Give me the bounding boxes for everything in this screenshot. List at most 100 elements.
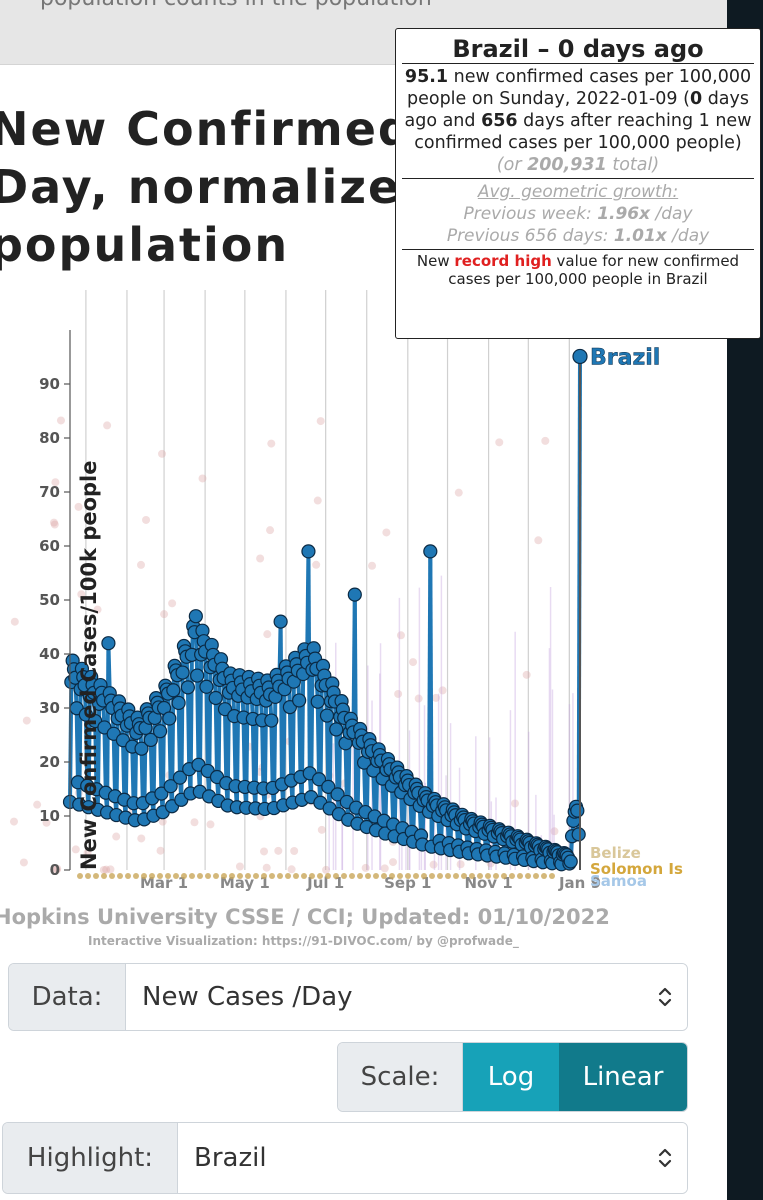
background-point: [368, 561, 377, 570]
background-point: [290, 847, 299, 856]
baseline-point: [293, 873, 299, 879]
background-point: [168, 599, 177, 608]
data-select[interactable]: New Cases /Day: [126, 964, 687, 1030]
tooltip-record: New record high value for new confirmed …: [396, 250, 760, 290]
series-label-other: Solomon Is: [590, 860, 683, 878]
tooltip-divider: [402, 178, 754, 179]
y-tick-label: 30: [39, 699, 60, 717]
background-point: [42, 818, 51, 827]
background-point: [137, 560, 146, 569]
highlight-select[interactable]: Brazil: [178, 1123, 687, 1193]
background-point: [256, 554, 265, 563]
background-point: [312, 560, 321, 569]
data-point: [311, 772, 327, 787]
data-point: [292, 693, 307, 708]
data-point: [175, 665, 190, 680]
data-point: [330, 787, 345, 802]
background-point: [438, 686, 447, 695]
background-point: [112, 832, 121, 841]
background-point: [361, 863, 370, 872]
background-point: [454, 488, 463, 497]
data-point: [101, 636, 116, 651]
background-point: [99, 865, 108, 874]
background-point: [263, 630, 272, 639]
growth-all-value: 1.01x: [613, 226, 667, 246]
baseline-point: [173, 873, 179, 879]
background-point: [160, 610, 169, 619]
background-point: [550, 827, 559, 836]
chevron-updown-icon: [658, 987, 672, 1007]
baseline-point: [133, 873, 139, 879]
series-label-other: Belize: [590, 844, 641, 862]
baseline-point: [349, 873, 355, 879]
background-point: [396, 631, 405, 640]
background-point: [235, 862, 244, 871]
highlight-label: Highlight:: [3, 1123, 178, 1193]
tooltip-days-ago: 0: [689, 89, 703, 109]
data-point: [310, 694, 325, 709]
background-point: [260, 847, 269, 856]
data-select-group: Data: New Cases /Day: [8, 963, 688, 1031]
series-label-other: Samoa: [590, 872, 647, 890]
credit-line: Hopkins University CSSE / CCI; Updated: …: [0, 905, 610, 929]
baseline-point: [85, 873, 91, 879]
data-point: [172, 770, 188, 785]
data-point: [347, 587, 362, 602]
baseline-point: [269, 873, 275, 879]
chart: 0 10 20 30 40 50 60 70 80 90 New Confirmed Cases/1…: [9, 290, 683, 892]
baseline-point: [381, 873, 387, 879]
y-tick-label: 90: [39, 375, 60, 393]
baseline-point: [245, 873, 251, 879]
baseline-point: [77, 873, 83, 879]
data-point: [180, 680, 195, 695]
baseline-point: [165, 873, 171, 879]
baseline-point: [509, 873, 515, 879]
series-segment: [106, 643, 112, 694]
baseline-point: [517, 873, 523, 879]
background-point: [409, 658, 418, 667]
background-point: [158, 817, 167, 826]
credit-link[interactable]: Interactive Visualization: https://91-DI…: [88, 934, 519, 948]
baseline-point: [445, 873, 451, 879]
scale-log-button[interactable]: Log: [463, 1043, 559, 1111]
baseline-point: [525, 873, 531, 879]
x-tick-label: Mar 1: [140, 874, 188, 892]
background-point: [206, 820, 215, 829]
scale-linear-button[interactable]: Linear: [559, 1043, 687, 1111]
growth-all-label: Previous 656 days:: [446, 226, 614, 246]
y-tick-label: 40: [39, 645, 60, 663]
record-highlight: record high: [454, 252, 552, 270]
tooltip-total: 200,931: [527, 155, 607, 175]
background-point: [495, 438, 504, 447]
baseline-point: [389, 873, 395, 879]
data-label: Data:: [9, 964, 126, 1030]
background-point: [429, 860, 438, 869]
data-point: [154, 786, 169, 801]
baseline-point: [149, 873, 155, 879]
background-point: [522, 670, 531, 679]
data-point: [571, 827, 586, 842]
tooltip-text-1: new confirmed cases per 100,000 people o…: [406, 67, 752, 109]
highlight-select-group: Highlight: Brazil: [2, 1122, 688, 1194]
series-segment: [278, 621, 284, 785]
background-point: [158, 449, 167, 458]
highlight-select-value: Brazil: [194, 1143, 267, 1173]
series-segment: [352, 594, 359, 808]
growth-header: Avg. geometric growth:: [477, 182, 679, 202]
background-point: [83, 848, 92, 857]
background-point: [77, 590, 86, 599]
background-point: [74, 502, 83, 511]
background-point: [198, 474, 207, 483]
baseline-point: [205, 873, 211, 879]
baseline-point: [325, 873, 331, 879]
chart-axes: 0 10 20 30 40 50 60 70 80 90 New Confirmed Cases/1…: [39, 330, 601, 892]
background-point: [33, 800, 42, 809]
baseline-point: [333, 873, 339, 879]
x-tick-label: Nov 1: [464, 874, 512, 892]
baseline-point: [397, 873, 403, 879]
data-point: [162, 711, 177, 726]
tooltip-growth: Avg. geometric growth: Previous week: 1.…: [396, 179, 760, 249]
latest-point: [572, 348, 588, 365]
data-point: [321, 779, 336, 794]
